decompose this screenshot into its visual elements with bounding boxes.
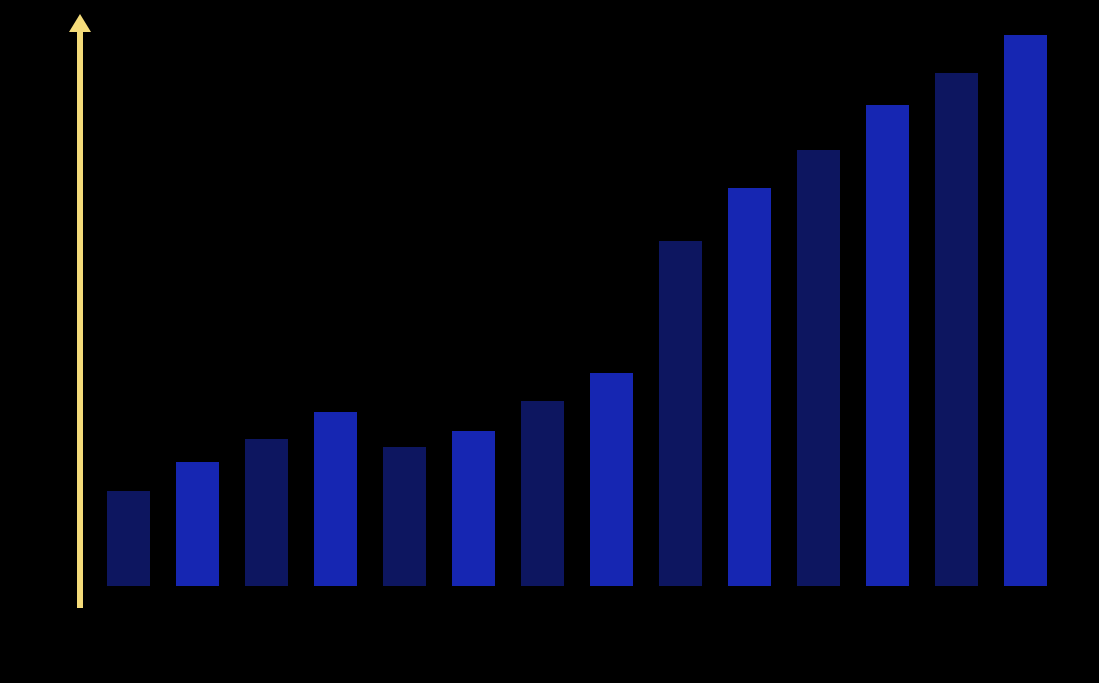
bar — [797, 150, 840, 586]
bar — [452, 431, 495, 586]
bar-series — [107, 0, 1047, 586]
bar — [728, 188, 771, 586]
bar — [590, 373, 633, 586]
bar — [383, 447, 426, 586]
bar — [107, 491, 150, 586]
bar — [245, 439, 288, 586]
bar — [314, 412, 357, 586]
y-axis-arrowhead-icon — [69, 14, 91, 32]
bar — [521, 401, 564, 586]
bar — [176, 462, 219, 586]
bar — [866, 105, 909, 586]
bar — [935, 73, 978, 586]
bar — [1004, 35, 1047, 586]
y-axis-line — [77, 30, 83, 608]
bar — [659, 241, 702, 586]
